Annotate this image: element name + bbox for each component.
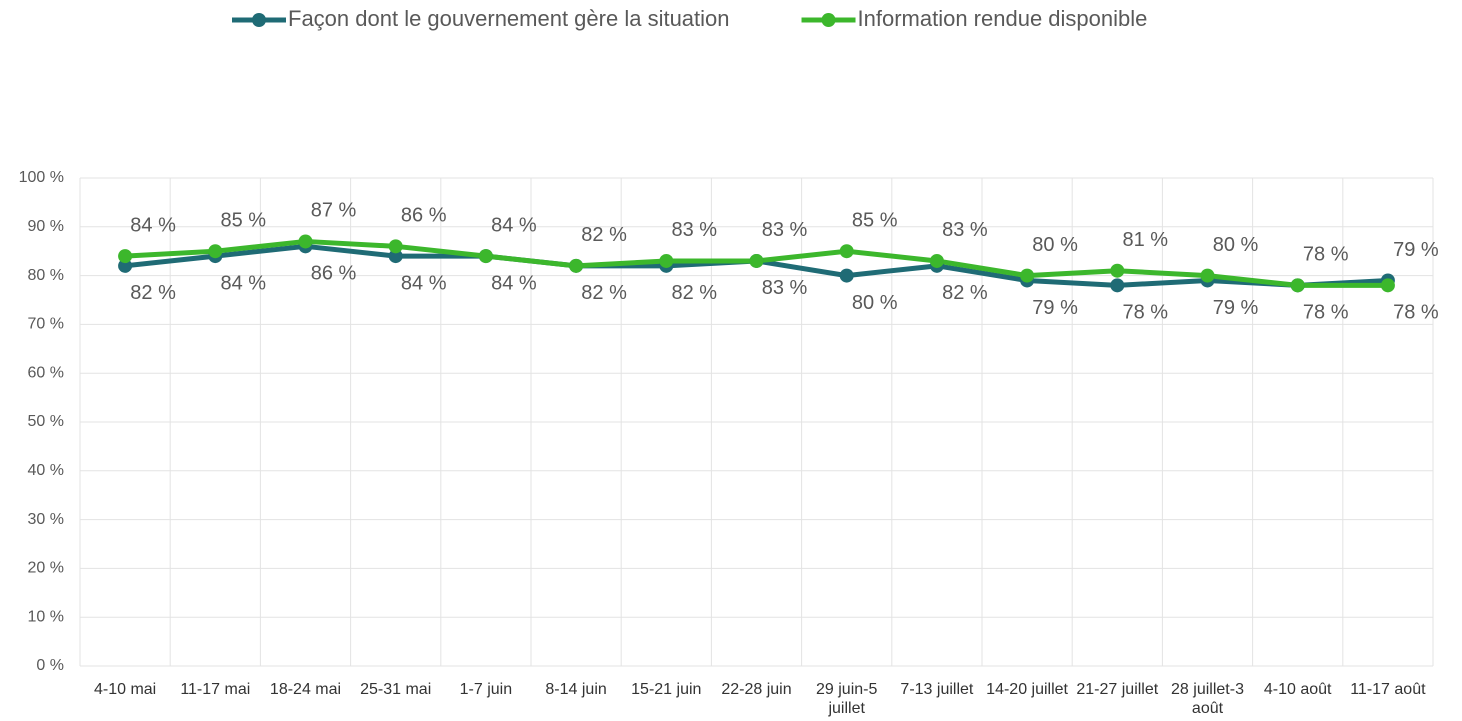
point (118, 249, 133, 264)
data-label: 78 % (1123, 302, 1169, 324)
y-tick-label: 100 % (19, 169, 64, 186)
x-tick-label: 28 juillet-3 août (1171, 681, 1244, 717)
x-tick-label: 21-27 juillet (1076, 681, 1159, 698)
x-tick-label: 15-21 juin (631, 681, 702, 698)
data-label: 79 % (1393, 239, 1439, 261)
data-label: 80 % (852, 292, 898, 314)
point (1380, 278, 1395, 293)
data-label: 83 % (762, 219, 808, 241)
data-label: 82 % (672, 282, 718, 304)
y-tick-label: 10 % (28, 608, 64, 625)
x-tick-label: 25-31 mai (360, 681, 432, 698)
x-tick-label: 14-20 juillet (986, 681, 1068, 698)
data-label: 79 % (1032, 297, 1078, 319)
point (208, 244, 223, 259)
point (298, 234, 313, 249)
x-tick-label: 18-24 mai (269, 681, 342, 698)
point (929, 253, 944, 268)
legend-marker (252, 13, 266, 27)
x-tick-label: 8-14 juin (545, 681, 607, 698)
y-tick-label: 80 % (28, 267, 64, 284)
data-label: 83 % (672, 219, 718, 241)
y-tick-label: 60 % (28, 364, 64, 381)
point (1020, 268, 1035, 283)
point (569, 258, 584, 273)
data-label: 85 % (221, 209, 267, 231)
data-label: 84 % (221, 272, 267, 294)
point (1200, 268, 1215, 283)
data-label: 78 % (1393, 302, 1439, 324)
data-label: 86 % (311, 263, 357, 285)
x-tick-label: 11-17 août (1350, 681, 1426, 698)
data-label: 83 % (762, 277, 808, 299)
y-tick-label: 50 % (28, 413, 64, 430)
legend-label: Information rendue disponible (858, 6, 1148, 31)
x-tick-label: 22-28 juin (721, 681, 792, 698)
point (659, 253, 674, 268)
data-label: 84 % (401, 272, 447, 294)
y-tick-label: 90 % (28, 218, 64, 235)
data-label: 85 % (852, 209, 898, 231)
x-tick-label: 11-17 mai (180, 681, 251, 698)
data-label: 86 % (401, 205, 447, 227)
y-tick-label: 0 % (36, 657, 64, 674)
x-tick-label: 7-13 juillet (900, 681, 974, 698)
y-tick-label: 20 % (28, 560, 64, 577)
data-label: 87 % (311, 200, 357, 222)
data-label: 82 % (942, 282, 988, 304)
point (478, 249, 493, 264)
point (839, 244, 854, 259)
y-tick-label: 70 % (28, 316, 64, 333)
data-label: 83 % (942, 219, 988, 241)
legend-marker (821, 13, 836, 27)
data-label: 78 % (1303, 244, 1349, 266)
x-tick-label: 4-10 août (1263, 681, 1332, 698)
data-label: 79 % (1213, 297, 1259, 319)
legend-label: Façon dont le gouvernement gère la situa… (288, 6, 730, 31)
point (1110, 263, 1125, 278)
x-tick-label: 1-7 juin (459, 681, 513, 698)
data-label: 84 % (491, 214, 537, 236)
data-label: 80 % (1213, 234, 1259, 256)
data-label: 84 % (130, 214, 176, 236)
point (1290, 278, 1305, 293)
point (1110, 278, 1125, 293)
data-label: 82 % (581, 282, 627, 304)
data-label: 82 % (581, 224, 627, 246)
data-label: 80 % (1032, 234, 1078, 256)
data-label: 84 % (491, 272, 537, 294)
data-label: 82 % (130, 282, 176, 304)
x-tick-label: 4-10 mai (93, 681, 157, 698)
y-tick-label: 40 % (28, 462, 64, 479)
point (388, 239, 403, 254)
x-tick-label: 29 juin-5 juillet (816, 681, 878, 717)
data-label: 81 % (1123, 229, 1169, 251)
point (839, 268, 854, 283)
y-tick-label: 30 % (28, 511, 64, 528)
data-label: 78 % (1303, 302, 1349, 324)
point (388, 249, 403, 264)
point (749, 253, 764, 268)
point (118, 258, 133, 273)
